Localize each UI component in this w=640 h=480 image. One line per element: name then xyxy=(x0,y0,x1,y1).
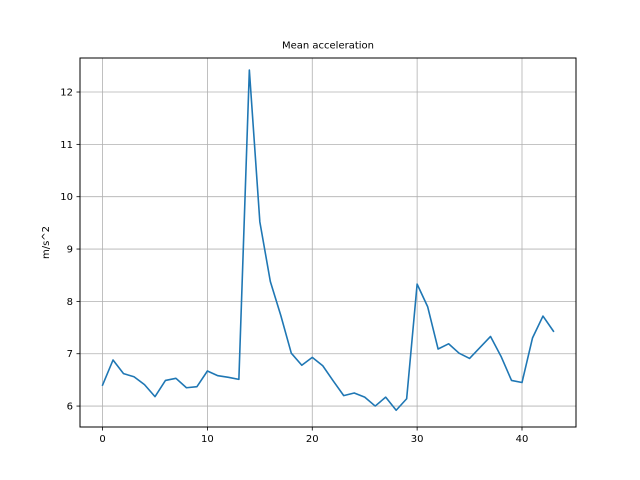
y-tick-label: 7 xyxy=(67,349,73,360)
y-tick-label: 6 xyxy=(67,402,73,413)
series-line xyxy=(101,69,555,412)
y-tick-label: 12 xyxy=(60,88,73,99)
chart-title: Mean acceleration xyxy=(282,41,374,52)
x-tick-label: 0 xyxy=(99,434,105,445)
x-tick-label: 10 xyxy=(201,434,214,445)
plot-frame xyxy=(79,57,577,428)
y-tick-label: 11 xyxy=(60,140,73,151)
x-tick-label: 30 xyxy=(411,434,424,445)
y-tick-label: 8 xyxy=(67,297,73,308)
plot-area xyxy=(80,58,576,427)
x-tick-label: 40 xyxy=(516,434,529,445)
axis-ticks: 0 10 20 30 40 6 7 8 9 10 11 12 xyxy=(60,88,528,445)
y-tick-label: 9 xyxy=(67,245,73,256)
y-axis-label: m/s^2 xyxy=(41,226,52,259)
grid-lines xyxy=(80,58,576,427)
y-tick-label: 10 xyxy=(60,192,73,203)
x-tick-label: 20 xyxy=(306,434,319,445)
